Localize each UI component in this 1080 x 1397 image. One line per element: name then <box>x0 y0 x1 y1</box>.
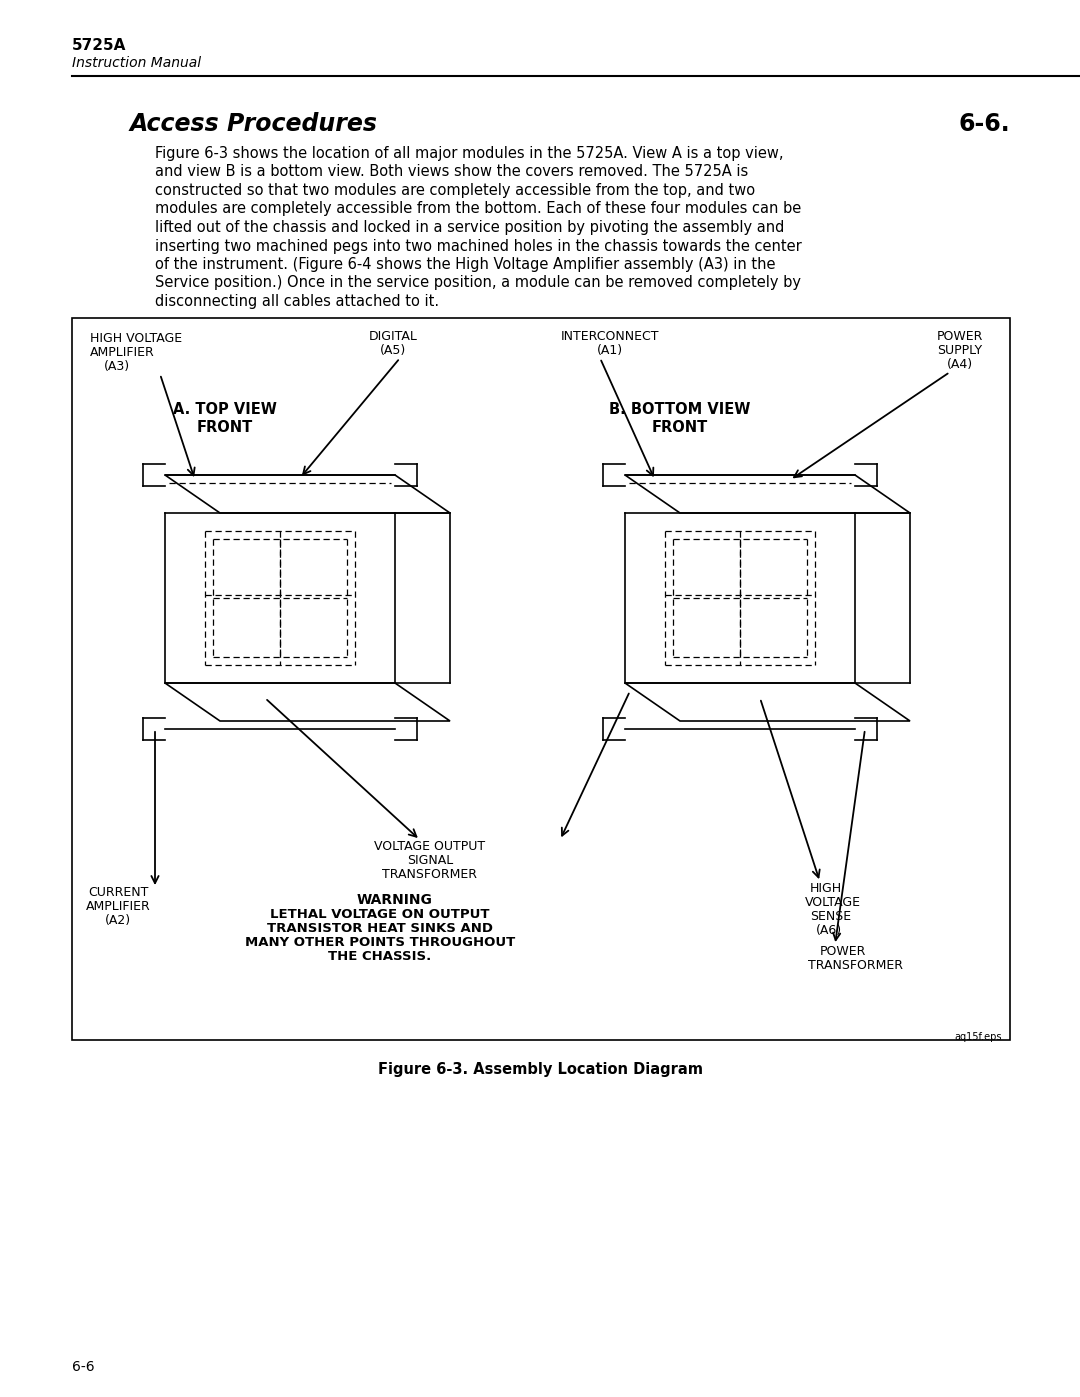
Text: Figure 6-3. Assembly Location Diagram: Figure 6-3. Assembly Location Diagram <box>378 1062 702 1077</box>
Text: FRONT: FRONT <box>197 420 253 434</box>
Text: and view B is a bottom view. Both views show the covers removed. The 5725A is: and view B is a bottom view. Both views … <box>156 165 748 179</box>
Text: POWER: POWER <box>936 330 983 344</box>
Text: SIGNAL: SIGNAL <box>407 854 454 868</box>
Text: SUPPLY: SUPPLY <box>937 344 983 358</box>
Text: POWER: POWER <box>820 944 866 958</box>
Text: TRANSFORMER: TRANSFORMER <box>382 868 477 882</box>
Bar <box>72 319 1010 1039</box>
Text: CURRENT: CURRENT <box>87 886 148 900</box>
Text: lifted out of the chassis and locked in a service position by pivoting the assem: lifted out of the chassis and locked in … <box>156 219 784 235</box>
Text: Service position.) Once in the service position, a module can be removed complet: Service position.) Once in the service p… <box>156 275 801 291</box>
Text: disconnecting all cables attached to it.: disconnecting all cables attached to it. <box>156 293 440 309</box>
Text: B. BOTTOM VIEW: B. BOTTOM VIEW <box>609 402 751 416</box>
Text: 6-6.: 6-6. <box>958 112 1010 136</box>
Text: (A5): (A5) <box>380 344 406 358</box>
Text: HIGH VOLTAGE: HIGH VOLTAGE <box>90 332 183 345</box>
Text: modules are completely accessible from the bottom. Each of these four modules ca: modules are completely accessible from t… <box>156 201 801 217</box>
Text: (A6): (A6) <box>816 923 842 937</box>
Text: VOLTAGE OUTPUT: VOLTAGE OUTPUT <box>375 840 486 854</box>
Text: (A4): (A4) <box>947 358 973 372</box>
Text: 6-6: 6-6 <box>72 1361 95 1375</box>
Text: inserting two machined pegs into two machined holes in the chassis towards the c: inserting two machined pegs into two mac… <box>156 239 801 253</box>
Text: Instruction Manual: Instruction Manual <box>72 56 201 70</box>
Text: Access Procedures: Access Procedures <box>130 112 378 136</box>
Text: VOLTAGE: VOLTAGE <box>805 895 861 909</box>
Text: DIGITAL: DIGITAL <box>368 330 418 344</box>
Text: constructed so that two modules are completely accessible from the top, and two: constructed so that two modules are comp… <box>156 183 755 198</box>
Text: A. TOP VIEW: A. TOP VIEW <box>173 402 276 416</box>
Text: FRONT: FRONT <box>652 420 708 434</box>
Text: (A1): (A1) <box>597 344 623 358</box>
Text: TRANSISTOR HEAT SINKS AND: TRANSISTOR HEAT SINKS AND <box>267 922 492 935</box>
Text: Figure 6-3 shows the location of all major modules in the 5725A. View A is a top: Figure 6-3 shows the location of all maj… <box>156 147 783 161</box>
Text: MANY OTHER POINTS THROUGHOUT: MANY OTHER POINTS THROUGHOUT <box>245 936 515 949</box>
Text: HIGH: HIGH <box>810 882 842 895</box>
Text: AMPLIFIER: AMPLIFIER <box>85 900 150 914</box>
Text: (A3): (A3) <box>104 360 130 373</box>
Text: aq15f.eps: aq15f.eps <box>955 1032 1002 1042</box>
Text: 5725A: 5725A <box>72 38 126 53</box>
Text: THE CHASSIS.: THE CHASSIS. <box>328 950 432 963</box>
Text: AMPLIFIER: AMPLIFIER <box>90 346 154 359</box>
Text: SENSE: SENSE <box>810 909 851 923</box>
Text: INTERCONNECT: INTERCONNECT <box>561 330 659 344</box>
Text: LETHAL VOLTAGE ON OUTPUT: LETHAL VOLTAGE ON OUTPUT <box>270 908 489 921</box>
Text: WARNING: WARNING <box>357 893 433 907</box>
Text: of the instrument. (Figure 6-4 shows the High Voltage Amplifier assembly (A3) in: of the instrument. (Figure 6-4 shows the… <box>156 257 775 272</box>
Text: (A2): (A2) <box>105 914 131 928</box>
Text: TRANSFORMER: TRANSFORMER <box>808 958 903 972</box>
